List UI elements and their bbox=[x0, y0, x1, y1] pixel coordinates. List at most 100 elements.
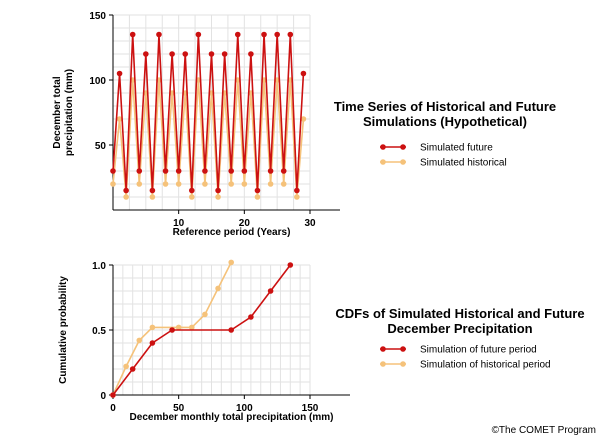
chart2-y-tick-label: 1.0 bbox=[92, 261, 106, 272]
chart2-series-2-point bbox=[215, 285, 221, 292]
chart1-series-1-point bbox=[274, 31, 280, 38]
chart1-legend-swatch-point bbox=[380, 159, 386, 165]
chart1-series-1-line bbox=[112, 34, 305, 191]
chart1-title: Simulations (Hypothetical) bbox=[363, 114, 527, 129]
chart2-series-1-line bbox=[112, 264, 291, 396]
chart1-series-1-point bbox=[300, 70, 307, 77]
chart2-legend-swatch-point bbox=[380, 361, 386, 367]
chart1-title: Time Series of Historical and Future bbox=[334, 99, 556, 114]
chart2-x-tick-label: 0 bbox=[110, 403, 116, 414]
chart2-legend-swatch-point bbox=[380, 346, 386, 352]
chart1-series-2-point bbox=[280, 181, 287, 187]
credit-text: ©The COMET Program bbox=[492, 425, 596, 436]
chart1-series-2-line bbox=[112, 79, 305, 198]
chart2-x-tick-label: 100 bbox=[236, 403, 253, 414]
chart2-x-axis-label: December monthly total precipitation (mm… bbox=[130, 412, 334, 423]
chart1-series-2-point bbox=[228, 181, 234, 187]
chart1-series-2-point bbox=[202, 181, 208, 187]
chart1-series-2-point bbox=[123, 194, 129, 200]
chart1-series-1-point bbox=[195, 31, 202, 38]
chart1-legend-label: Simulated future bbox=[420, 143, 493, 154]
chart1-series-2-point bbox=[110, 181, 116, 187]
chart2-y-tick-label: 0 bbox=[100, 391, 106, 402]
chart1-series-1-point bbox=[189, 187, 195, 194]
chart1-series-1-point bbox=[280, 168, 287, 174]
chart2-series-2-point bbox=[149, 324, 156, 331]
chart2-legend-swatch-point bbox=[400, 361, 406, 367]
chart1-series-2-point bbox=[241, 181, 248, 187]
chart1-legend-label: Simulated historical bbox=[420, 158, 507, 169]
chart1-series-1-point bbox=[228, 168, 234, 174]
chart1-series-1-point bbox=[294, 187, 300, 194]
chart1-series-1-point bbox=[215, 187, 221, 194]
chart1-series-1-point bbox=[202, 168, 208, 174]
chart1-series-2-point bbox=[294, 194, 300, 200]
chart1-series-2-point bbox=[254, 194, 261, 200]
chart2-legend-label: Simulation of historical period bbox=[420, 360, 551, 371]
chart2-x-tick-label: 50 bbox=[173, 403, 185, 414]
chart2-y-tick-label: 0.5 bbox=[92, 326, 106, 337]
chart2-series-1-point bbox=[129, 366, 136, 372]
chart1-legend-swatch-point bbox=[400, 159, 406, 165]
chart2-series-2-point bbox=[202, 311, 208, 318]
chart1-series-2-point bbox=[267, 181, 274, 187]
chart1-series-1-point bbox=[241, 168, 248, 174]
chart1-series-1-point bbox=[182, 51, 189, 57]
chart1-x-axis-label: Reference period (Years) bbox=[173, 227, 291, 238]
chart1-series-1-point bbox=[136, 168, 143, 174]
chart1-series-1-point bbox=[254, 187, 261, 194]
chart1-x-tick-label: 10 bbox=[173, 218, 185, 229]
chart2-legend-swatch-point bbox=[400, 346, 406, 352]
chart1-legend-swatch-point bbox=[380, 144, 386, 150]
chart2-series-1-point bbox=[287, 262, 294, 268]
chart1-y-tick-label: 100 bbox=[89, 76, 106, 87]
chart1-series-2-point bbox=[300, 116, 307, 122]
chart2-title: December Precipitation bbox=[387, 321, 532, 336]
chart1-legend-swatch-point bbox=[400, 144, 406, 150]
chart1-series-1-point bbox=[261, 31, 267, 38]
chart1-series-2-point bbox=[189, 194, 195, 200]
chart2-series-1-point bbox=[248, 314, 254, 320]
chart1-series-1-point bbox=[110, 168, 116, 174]
chart1-x-tick-label: 20 bbox=[239, 218, 251, 229]
chart1-series-1-point bbox=[175, 168, 182, 174]
chart1-series-2-point bbox=[175, 181, 182, 187]
chart1-series-2-point bbox=[215, 194, 221, 200]
chart1-series-1-point bbox=[267, 168, 274, 174]
chart1-series-2-point bbox=[136, 181, 143, 187]
chart1-series-1-point bbox=[208, 51, 215, 57]
chart1-x-tick-label: 30 bbox=[304, 218, 316, 229]
chart1-series-1-point bbox=[156, 31, 162, 38]
chart1-series-1-point bbox=[234, 31, 241, 38]
chart2-series-1-point bbox=[169, 327, 175, 333]
chart1-series-1-point bbox=[169, 51, 175, 57]
chart1-series-1-point bbox=[221, 51, 228, 57]
chart1-series-1-point bbox=[287, 31, 294, 38]
chart2-title: CDFs of Simulated Historical and Future bbox=[335, 306, 584, 321]
chart1-y-axis-label: December total bbox=[52, 76, 63, 148]
chart2-y-axis-label: Cumulative probability bbox=[58, 276, 69, 384]
chart1-series-1-point bbox=[123, 187, 129, 194]
chart2-series-2-point bbox=[228, 259, 234, 266]
chart1-y-axis-label: precipitation (mm) bbox=[64, 69, 75, 156]
chart1-series-1-point bbox=[129, 31, 136, 38]
chart2-series-1-point bbox=[267, 288, 274, 294]
chart2-legend-label: Simulation of future period bbox=[420, 345, 537, 356]
chart1-series-1-point bbox=[143, 51, 149, 57]
chart2-series-2-point bbox=[189, 324, 195, 331]
chart2-series-2-point bbox=[123, 363, 129, 370]
chart2-series-1-point bbox=[110, 392, 116, 398]
chart1-series-1-point bbox=[116, 70, 123, 77]
chart2-series-1-point bbox=[149, 340, 156, 346]
chart1-series-1-point bbox=[248, 51, 254, 57]
chart1-series-1-point bbox=[149, 187, 156, 194]
chart2-x-tick-label: 150 bbox=[302, 403, 319, 414]
chart2-series-2-point bbox=[175, 324, 182, 331]
chart1-series-1-point bbox=[162, 168, 169, 174]
chart1-y-tick-label: 150 bbox=[89, 11, 106, 22]
chart2-series-2-point bbox=[136, 337, 143, 344]
chart1-series-2-point bbox=[116, 116, 123, 122]
chart1-series-2-point bbox=[149, 194, 156, 200]
chart2-series-1-point bbox=[228, 327, 234, 333]
